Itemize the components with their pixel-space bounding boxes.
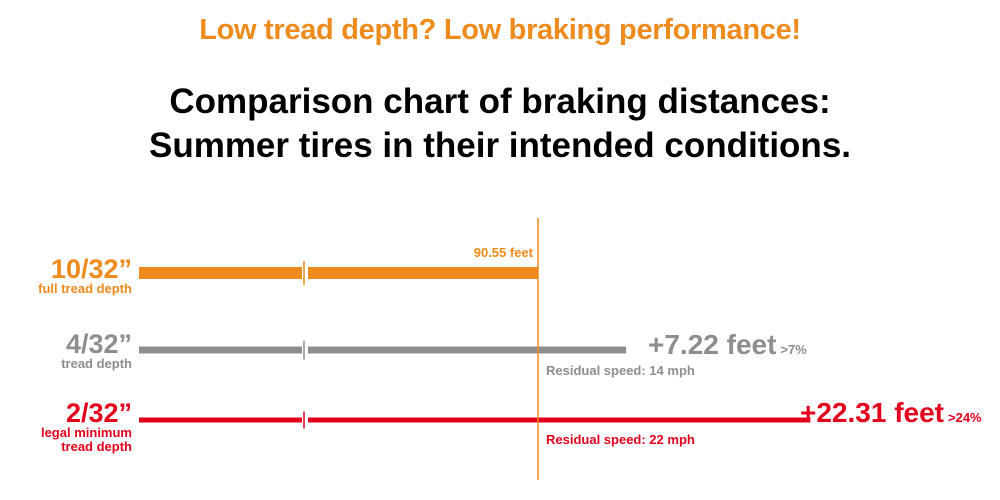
row-depth-4-32: 4/32”: [65, 329, 132, 359]
bar-10-32: [139, 267, 538, 279]
row-sub-2-32-line2: tread depth: [61, 439, 132, 454]
distance-label-10-32: 90.55 feet: [473, 245, 533, 260]
row-label-4-32: 4/32” tread depth: [61, 331, 132, 371]
row-sub-10-32: full tread depth: [38, 281, 132, 296]
row-label-10-32: 10/32” full tread depth: [38, 256, 132, 296]
diff-label-2-32: +22.31 feet >24%: [800, 397, 982, 429]
bar-2-32: [139, 417, 811, 423]
residual-speed-4-32: Residual speed: 14 mph: [546, 363, 695, 378]
diff-value-4-32: +7.22 feet: [648, 329, 777, 360]
diff-value-2-32: +22.31 feet: [800, 397, 944, 428]
axis-break-gap-4-32: [302, 345, 308, 355]
row-depth-2-32: 2/32”: [65, 398, 132, 428]
bar-4-32: [139, 346, 627, 354]
axis-break-gap-10-32: [302, 266, 308, 280]
row-sub-4-32: tread depth: [61, 356, 132, 371]
chart-title-line-1: Comparison chart of braking distances:: [169, 82, 831, 121]
diff-pct-4-32: >7%: [780, 342, 807, 357]
residual-speed-2-32: Residual speed: 22 mph: [546, 432, 695, 447]
chart-title-line-2: Summer tires in their intended condition…: [148, 126, 852, 165]
diff-pct-2-32: >24%: [948, 410, 982, 425]
axis-break-gap-2-32: [302, 416, 308, 424]
row-label-2-32: 2/32” legal minimum tread depth: [41, 400, 132, 454]
chart-title: Comparison chart of braking distances: S…: [0, 80, 1000, 168]
row-depth-10-32: 10/32”: [50, 254, 132, 284]
headline: Low tread depth? Low braking performance…: [199, 14, 801, 46]
diff-label-4-32: +7.22 feet >7%: [648, 329, 807, 361]
row-sub-2-32-line1: legal minimum: [40, 425, 132, 440]
